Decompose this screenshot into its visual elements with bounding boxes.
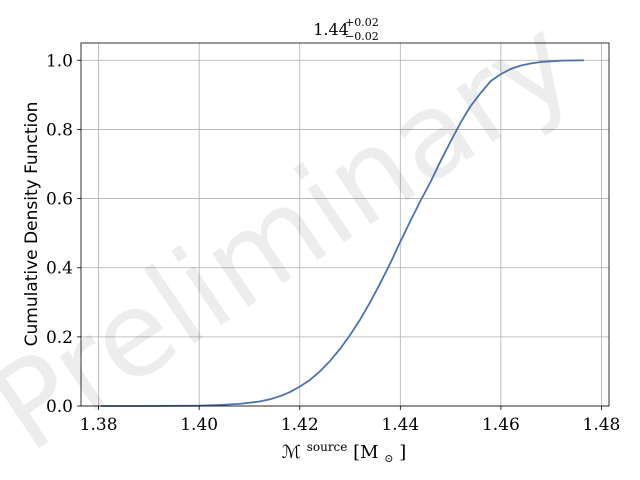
title-median: 1.44 [313, 20, 349, 39]
y-tick-label: 0.6 [46, 190, 73, 210]
cdf-series-line [101, 59, 584, 407]
x-axis-ticks: 1.38 1.40 1.42 1.44 1.46 1.48 [80, 406, 621, 435]
x-tick-label: 1.38 [80, 415, 118, 435]
title-upper-error: +0.02 [345, 16, 379, 29]
x-tick-label: 1.44 [381, 415, 419, 435]
plot-frame [80, 42, 610, 407]
x-label-sun-subscript: ⊙ [384, 452, 393, 465]
x-tick-label: 1.42 [281, 415, 319, 435]
title-lower-error: −0.02 [345, 30, 379, 43]
x-label-units: [M [353, 442, 378, 463]
x-label-superscript: source [307, 440, 348, 454]
y-tick-label: 0.2 [46, 328, 73, 348]
x-label-close: ] [399, 442, 406, 463]
chart-title: 1.44 [313, 20, 349, 39]
y-axis-label: Cumulative Density Function [22, 102, 42, 347]
y-tick-label: 1.0 [46, 51, 73, 71]
plot-area [101, 59, 584, 407]
y-tick-label: 0.0 [46, 397, 73, 417]
y-tick-label: 0.8 [46, 120, 73, 140]
y-axis-ticks: 0.0 0.2 0.4 0.6 0.8 1.0 [46, 51, 81, 417]
x-tick-label: 1.40 [180, 415, 218, 435]
x-tick-label: 1.48 [583, 415, 621, 435]
x-axis-label: ℳ source [M ⊙ ] [282, 435, 407, 467]
x-label-symbol: ℳ [282, 442, 301, 463]
y-tick-label: 0.4 [46, 259, 73, 279]
x-tick-label: 1.46 [482, 415, 520, 435]
